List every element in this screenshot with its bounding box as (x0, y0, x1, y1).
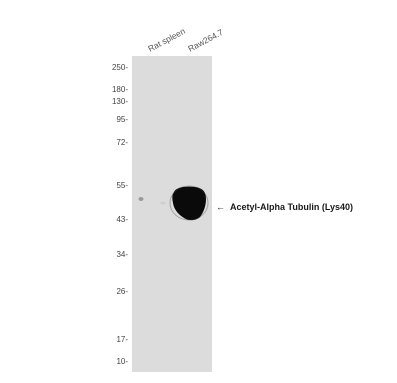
mw-marker-34: 34- (116, 250, 128, 259)
mw-marker-55: 55- (116, 181, 128, 190)
mw-marker-26: 26- (116, 287, 128, 296)
mw-marker-10: 10- (116, 357, 128, 366)
mw-marker-130: 130- (112, 97, 128, 106)
mw-marker-250: 250- (112, 63, 128, 72)
mw-marker-17: 17- (116, 335, 128, 344)
mw-marker-180: 180- (112, 85, 128, 94)
strong-band-raw264-7 (172, 186, 206, 221)
faint-smear-rat-spleen (160, 201, 166, 205)
band-label: Acetyl-Alpha Tubulin (Lys40) (230, 202, 353, 212)
mw-marker-72: 72- (116, 138, 128, 147)
band-arrow: ← (216, 202, 225, 212)
mw-marker-95: 95- (116, 115, 128, 124)
lane-label-rat-spleen: Rat spleen (146, 26, 187, 54)
band-halo (169, 185, 209, 221)
faint-band-rat-spleen (138, 197, 144, 201)
mw-marker-43: 43- (116, 215, 128, 224)
lane-label-raw264-7: Raw264.7 (186, 27, 225, 54)
